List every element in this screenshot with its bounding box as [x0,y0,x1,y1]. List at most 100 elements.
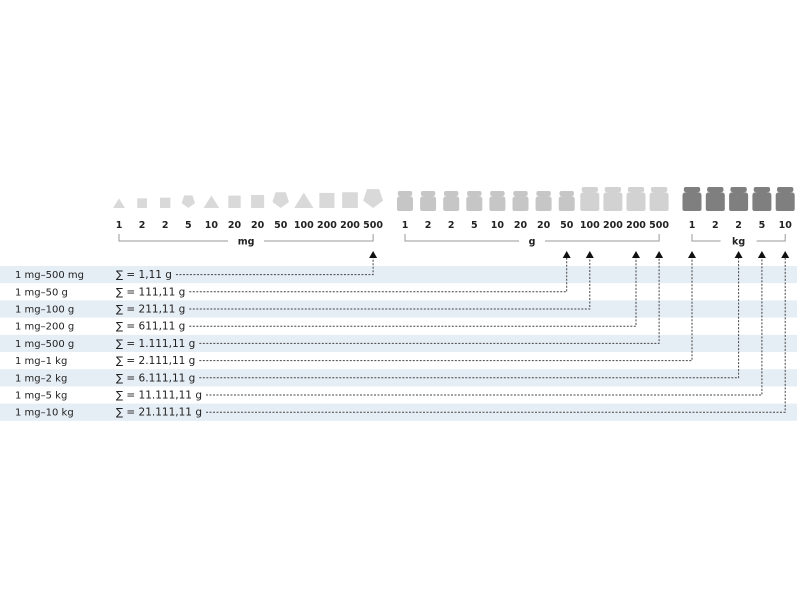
weight-value-label: 50 [560,220,574,231]
weight-value-label: 500 [363,220,383,231]
range-label: 1 mg–10 kg [15,408,74,419]
arrow-up-icon [757,251,766,258]
weight-icon-g-2 [443,191,460,211]
weight-icon-kg-2 [729,187,749,211]
weight-value-label: 20 [514,220,528,231]
range-label: 1 mg–500 mg [15,270,84,281]
sum-label: ∑ = 21.111,11 g [116,407,202,419]
arrow-up-icon [562,251,571,258]
weight-value-label: 2 [448,220,455,231]
weight-value-label: 5 [471,220,478,231]
unit-label-kg: kg [732,237,745,248]
range-label: 1 mg–50 g [15,287,68,298]
pentagon-weight-icon-50 [272,192,289,208]
weight-icon-g-200 [603,187,623,211]
dashed-connector [199,258,660,344]
weight-icon-kg-1 [682,187,702,211]
unit-label-g: g [529,237,536,248]
weight-value-label: 500 [649,220,669,231]
weight-icon-g-100 [580,187,600,211]
weight-value-label: 2 [712,220,719,231]
range-label: 1 mg–500 g [15,339,74,350]
weight-value-label: 2 [139,220,146,231]
weight-icon-kg-2 [705,187,725,211]
sum-label: ∑ = 11.111,11 g [116,390,202,402]
weight-value-label: 20 [251,220,265,231]
unit-bracket [404,234,520,242]
triangle-weight-icon-10 [203,195,220,208]
range-label: 1 mg–1 kg [15,356,67,367]
square-weight-icon-200 [319,192,335,208]
square-weight-icon-20 [251,194,265,208]
weight-icon-kg-10 [775,187,795,211]
sum-label: ∑ = 6.111,11 g [116,372,195,384]
sum-label: ∑ = 611,11 g [116,321,185,333]
weight-value-label: 20 [537,220,551,231]
weight-value-label: 10 [491,220,505,231]
weight-value-label: 10 [205,220,219,231]
range-label: 1 mg–100 g [15,305,74,316]
weight-icon-g-50 [558,191,575,211]
dashed-connector [175,258,374,276]
row-band [0,266,797,284]
weight-value-label: 1 [689,220,696,231]
unit-bracket [756,234,786,242]
weight-value-label: 2 [425,220,432,231]
sum-label: ∑ = 111,11 g [116,286,185,298]
arrow-up-icon [369,251,378,258]
pentagon-weight-icon-500 [363,189,383,208]
weight-value-label: 100 [580,220,600,231]
unit-label-mg: mg [238,237,255,248]
weight-icon-g-200 [626,187,646,211]
square-weight-icon-2 [160,197,171,208]
weight-value-label: 200 [317,220,337,231]
range-label: 1 mg–2 kg [15,373,67,384]
square-weight-icon-200 [342,192,358,208]
weight-value-label: 2 [162,220,169,231]
dashed-connector [199,258,693,362]
sum-label: ∑ = 2.111,11 g [116,355,195,367]
dashed-connector [189,258,568,293]
weight-value-label: 50 [274,220,288,231]
row-band [0,300,797,318]
weight-value-label: 2 [735,220,742,231]
dashed-connector [206,258,786,413]
weight-value-label: 1 [402,220,409,231]
arrow-up-icon [655,251,664,258]
weight-value-label: 5 [185,220,192,231]
pentagon-weight-icon-5 [181,195,195,208]
range-label: 1 mg–5 kg [15,391,67,402]
weight-value-label: 100 [294,220,314,231]
arrow-up-icon [585,251,594,258]
sum-label: ∑ = 1,11 g [116,269,172,281]
weight-value-label: 10 [779,220,793,231]
weight-value-label: 5 [759,220,766,231]
dashed-connector [199,258,740,379]
weight-value-label: 200 [626,220,646,231]
weight-icon-g-5 [466,191,483,211]
unit-bracket [264,234,374,242]
arrow-up-icon [781,251,790,258]
dashed-connector [189,258,637,327]
arrow-up-icon [734,251,743,258]
arrow-up-icon [632,251,640,258]
weight-value-label: 200 [340,220,360,231]
sum-label: ∑ = 211,11 g [116,304,185,316]
triangle-weight-icon-100 [294,192,314,208]
unit-bracket [545,234,660,242]
triangle-weight-icon-1 [113,198,125,208]
weight-value-label: 200 [603,220,623,231]
range-label: 1 mg–200 g [15,322,74,333]
weight-value-label: 1 [116,220,123,231]
dashed-connector [189,258,591,310]
unit-bracket [118,234,229,242]
square-weight-icon-2 [137,198,147,208]
weight-icon-g-2 [420,191,437,211]
arrow-up-icon [688,251,696,258]
weight-icon-g-500 [649,187,669,211]
weight-icon-kg-5 [752,187,772,211]
weight-icon-g-1 [396,191,413,211]
square-weight-icon-20 [228,195,241,208]
weight-icon-g-10 [489,191,506,211]
